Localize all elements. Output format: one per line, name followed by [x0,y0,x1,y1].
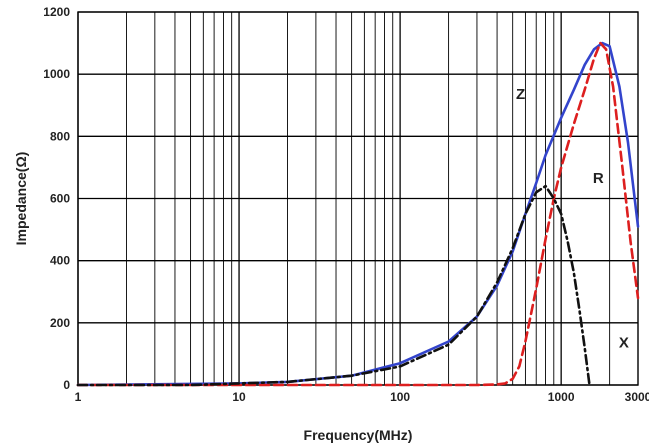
x-tick-label: 3000 [625,390,649,404]
y-tick-label: 800 [50,129,70,143]
y-tick-label: 1000 [43,67,70,81]
x-tick-label: 100 [390,390,410,404]
y-axis-title: Impedance(Ω) [13,152,29,246]
y-tick-label: 200 [50,316,70,330]
series-label-z: Z [516,86,525,103]
series-label-r: R [593,170,604,187]
series-line-x [76,184,591,387]
x-tick-label: 10 [232,390,246,404]
y-tick-label: 600 [50,192,70,206]
y-tick-label: 400 [50,254,70,268]
series-line-r [76,41,640,387]
series-labels: Z R X [516,86,629,352]
series-label-x: X [619,335,629,352]
series-layer [76,41,640,387]
x-axis-title: Frequency(MHz) [304,427,413,443]
y-tick-label: 0 [63,378,70,392]
x-tick-label: 1000 [548,390,575,404]
tick-labels: 1 10 100 1000 3000 0 200 400 600 800 1000 1200 [43,5,649,404]
x-tick-label: 1 [75,390,82,404]
y-tick-label: 1200 [43,5,70,19]
